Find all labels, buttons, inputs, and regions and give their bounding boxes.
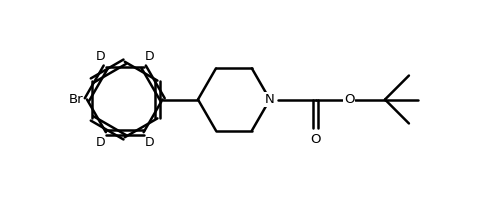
Text: D: D (144, 136, 154, 149)
Text: D: D (95, 50, 105, 63)
Text: D: D (95, 136, 105, 149)
Text: Br: Br (68, 93, 83, 106)
Text: O: O (343, 93, 354, 106)
Text: D: D (144, 50, 154, 63)
Text: N: N (264, 93, 274, 106)
Text: O: O (310, 133, 321, 146)
